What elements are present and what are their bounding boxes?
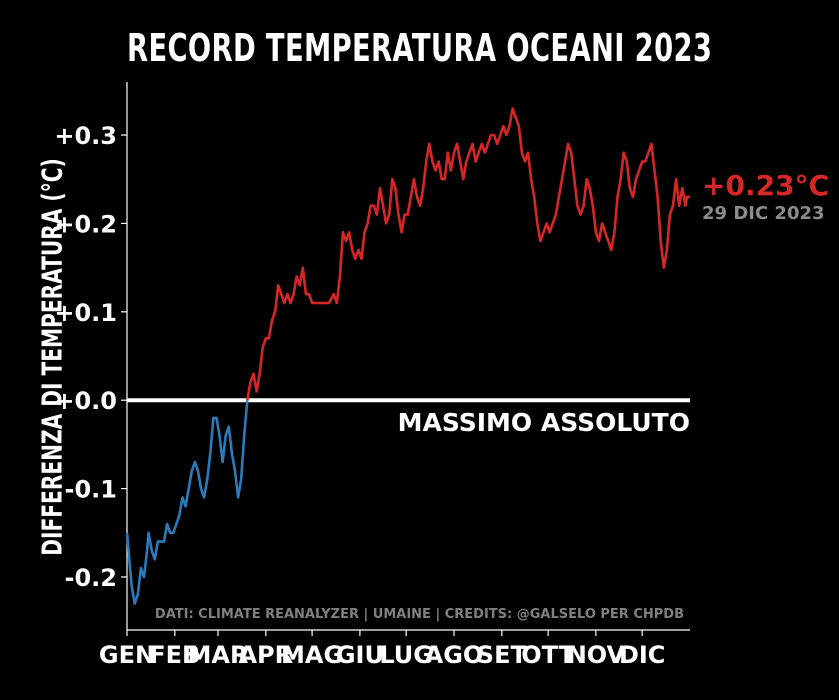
- data-credits: DATI: CLIMATE REANALYZER | UMAINE | CRED…: [155, 607, 684, 622]
- x-tick-label: MAG: [281, 641, 343, 669]
- x-tick-label: SET: [477, 641, 528, 669]
- x-tick-label: FEB: [149, 641, 200, 669]
- y-tick-label: +0.1: [54, 299, 117, 327]
- x-tick-label: AGO: [425, 641, 484, 669]
- x-tick-label: OTT: [521, 641, 575, 669]
- x-tick-label: NOV: [567, 641, 626, 669]
- series-line-below-record: [125, 400, 249, 605]
- series-line-above-record: [246, 107, 690, 401]
- y-tick-label: -0.2: [65, 564, 117, 592]
- y-axis-ticks: +0.3 +0.2 +0.1 +0.0 -0.1 -0.2: [54, 122, 127, 592]
- x-tick-label: GEN: [99, 641, 155, 669]
- y-tick-label: +0.3: [54, 122, 117, 150]
- x-tick-label: LUG: [379, 641, 433, 669]
- x-tick-label: GIU: [336, 641, 384, 669]
- last-value-annotation: +0.23°C: [702, 169, 829, 202]
- y-tick-label: +0.2: [54, 210, 117, 238]
- x-tick-label: DIC: [619, 641, 665, 669]
- x-tick-label: APR: [238, 641, 293, 669]
- last-date-annotation: 29 DIC 2023: [702, 203, 825, 224]
- y-tick-label: +0.0: [54, 387, 117, 415]
- chart-title: RECORD TEMPERATURA OCEANI 2023: [127, 26, 713, 70]
- y-tick-label: -0.1: [65, 476, 117, 504]
- reference-line-label: MASSIMO ASSOLUTO: [398, 408, 690, 437]
- x-tick-label: MAR: [188, 641, 249, 669]
